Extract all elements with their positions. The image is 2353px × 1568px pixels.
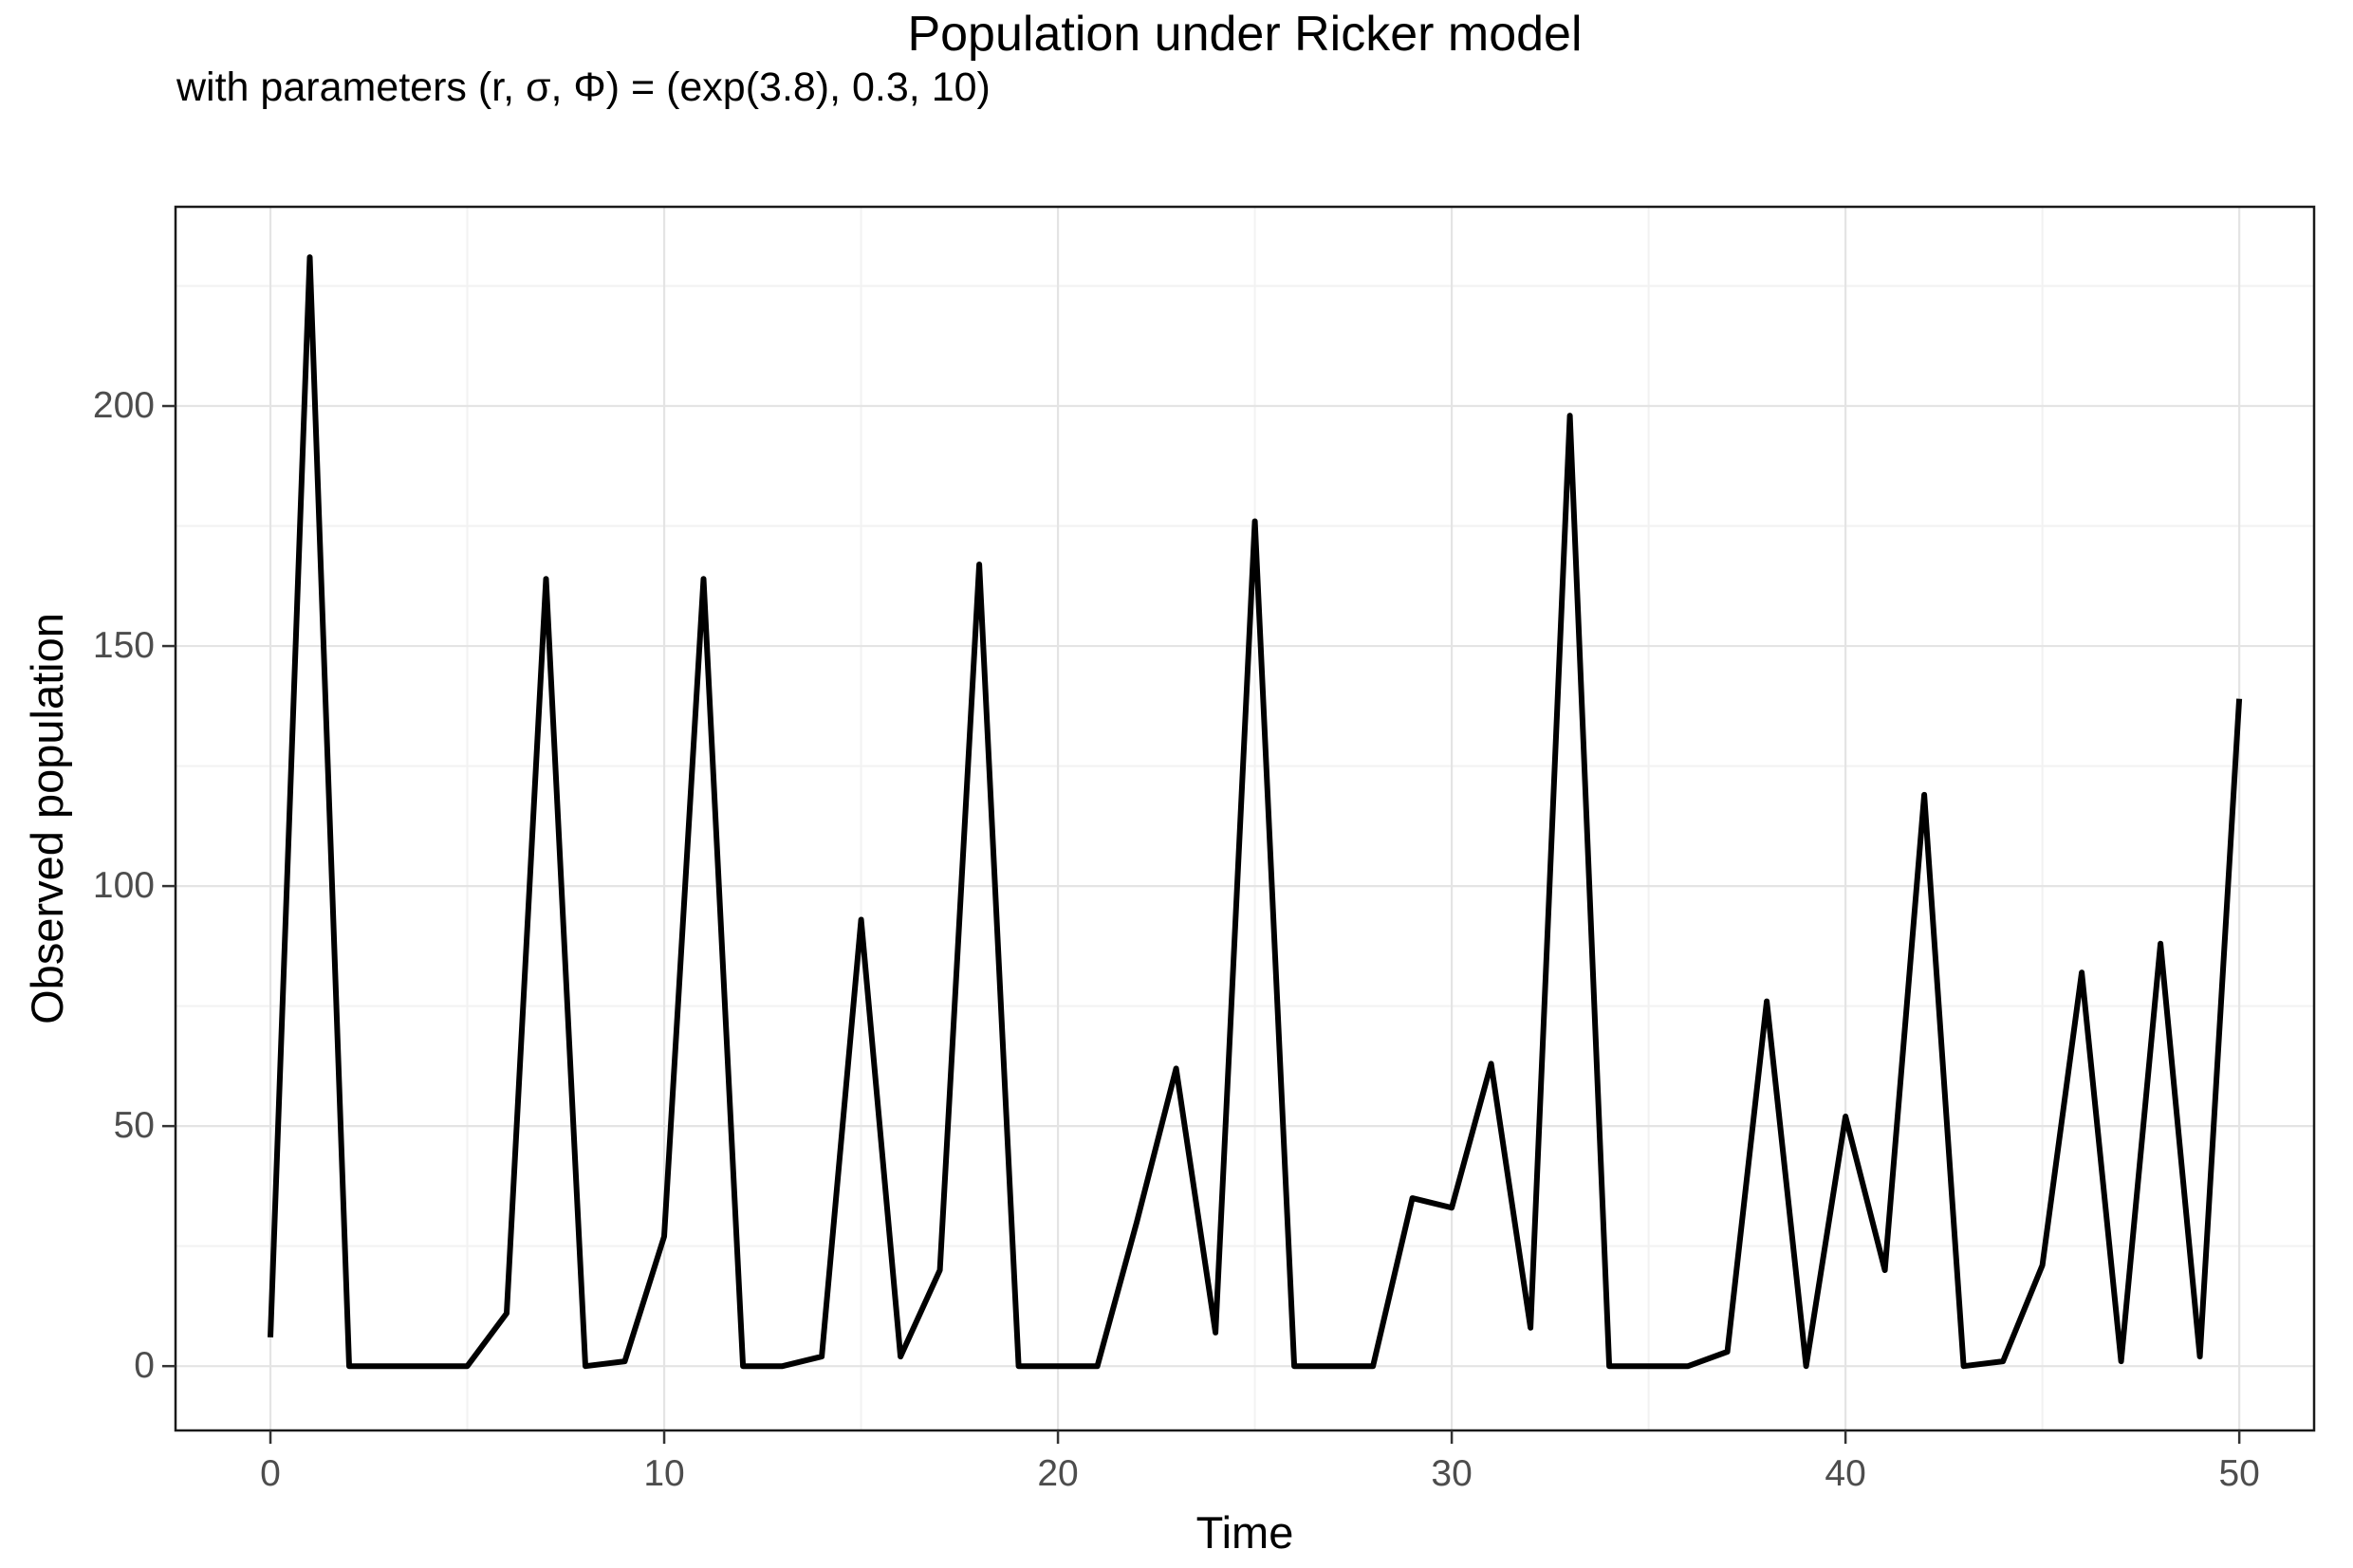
x-tick-label: 20 [1037, 1453, 1079, 1494]
x-tick-label: 0 [260, 1453, 281, 1494]
y-tick-label: 0 [134, 1345, 155, 1387]
plot-panel [162, 205, 2316, 1444]
population-line [268, 254, 2243, 1370]
y-tick-label: 150 [92, 625, 155, 667]
y-axis-title-text: Observed population [22, 613, 72, 1024]
y-tick-label: 50 [113, 1105, 155, 1147]
x-tick-label: 40 [1825, 1453, 1866, 1494]
x-tick-label: 10 [643, 1453, 685, 1494]
chart-subtitle: with parameters (r, σ, Φ) = (exp(3.8), 0… [176, 65, 991, 110]
x-tick-label: 30 [1431, 1453, 1473, 1494]
line-chart-svg [162, 205, 2316, 1444]
x-axis-title: Time [1195, 1507, 1294, 1558]
panel-border [174, 205, 2316, 1432]
y-tick-label: 200 [92, 385, 155, 427]
chart-title: Population under Ricker model [907, 7, 1583, 62]
y-tick-label: 100 [92, 865, 155, 907]
x-tick-label: 50 [2218, 1453, 2260, 1494]
